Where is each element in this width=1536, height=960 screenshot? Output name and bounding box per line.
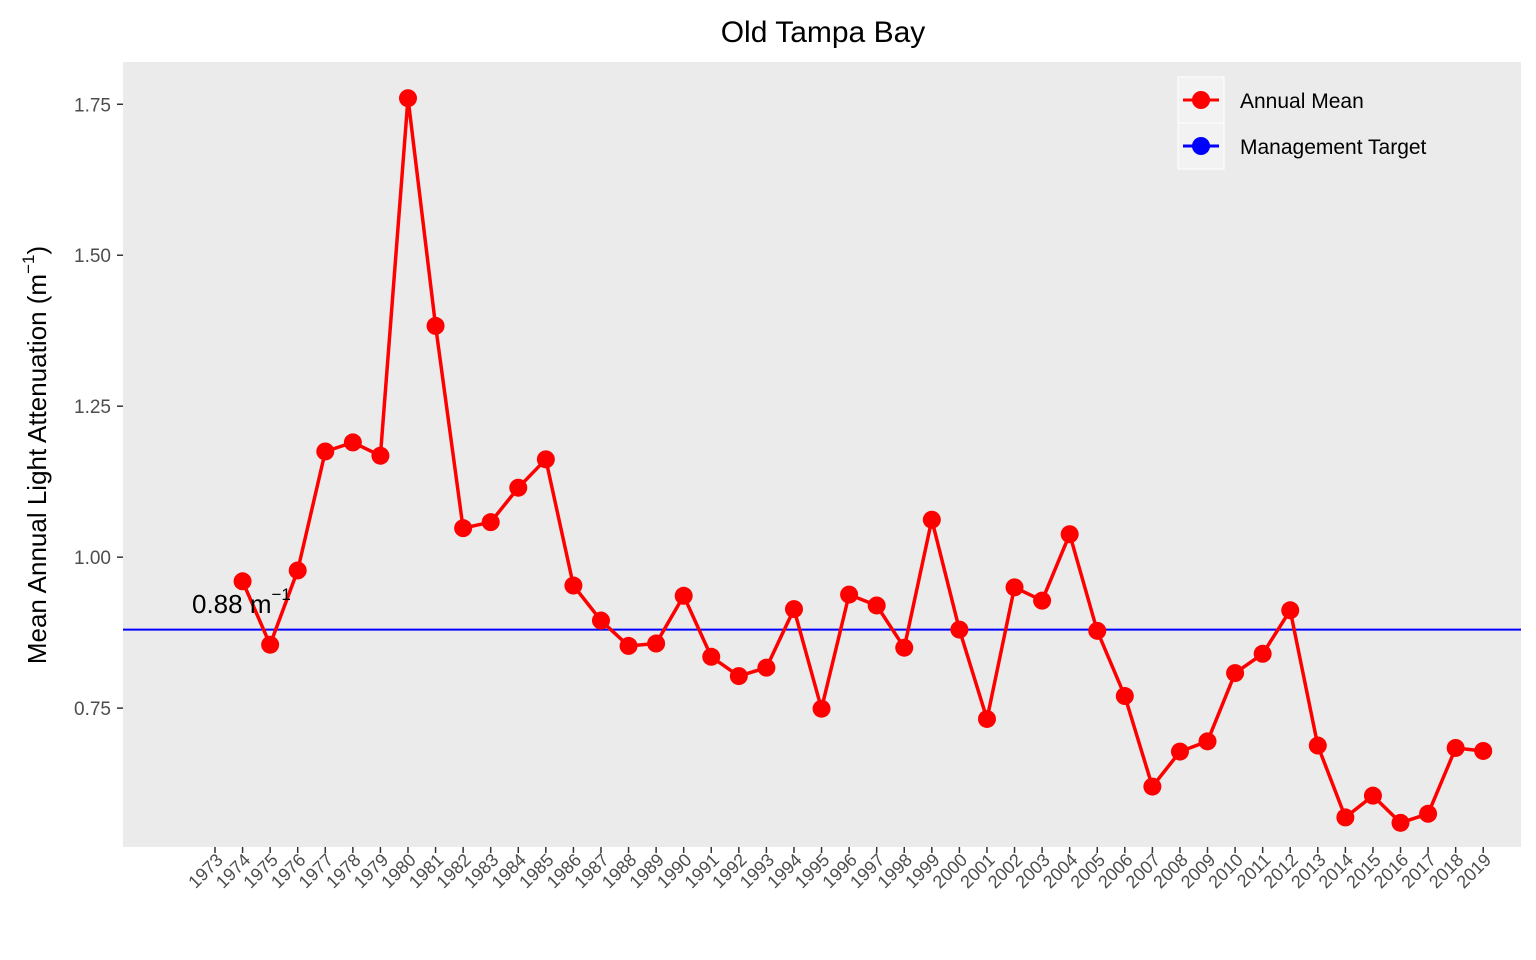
annual-mean-point	[674, 586, 693, 605]
legend-label-annual-mean: Annual Mean	[1240, 90, 1364, 113]
annual-mean-point	[1308, 736, 1327, 755]
annual-mean-point	[867, 596, 886, 615]
annual-mean-point	[564, 576, 583, 595]
annual-mean-point	[1446, 738, 1465, 757]
annual-mean-point	[288, 561, 307, 580]
annual-mean-point	[1336, 808, 1355, 827]
annual-mean-point	[454, 519, 473, 538]
y-axis-label: Mean Annual Light Attenuation (m−1)	[19, 246, 52, 664]
annual-mean-point	[784, 600, 803, 619]
annual-mean-point	[481, 513, 500, 532]
annual-mean-point	[1115, 687, 1134, 706]
annual-mean-point	[840, 585, 859, 604]
annual-mean-point	[895, 638, 914, 657]
annual-mean-point	[1363, 786, 1382, 805]
annual-mean-point	[1088, 621, 1107, 640]
annual-mean-point	[1005, 578, 1024, 597]
y-axis-label-superscript: −1	[19, 255, 38, 274]
target-annotation: 0.88 m−1	[192, 585, 291, 619]
annual-mean-point	[1253, 644, 1272, 663]
x-axis: 1973197419751976197719781979198019811982…	[184, 847, 1495, 892]
annual-mean-point	[371, 446, 390, 465]
legend-marker-annual-mean	[1192, 91, 1210, 109]
annual-mean-point	[647, 634, 666, 653]
annual-mean-point	[757, 658, 776, 677]
annual-mean-point	[536, 450, 555, 469]
annual-mean-point	[1060, 525, 1079, 544]
y-tick-label: 0.75	[74, 699, 111, 720]
annual-mean-point	[950, 620, 969, 639]
annual-mean-point	[1226, 664, 1245, 683]
annual-mean-point	[702, 647, 721, 666]
annual-mean-point	[922, 510, 941, 529]
annual-mean-point	[1170, 742, 1189, 761]
annual-mean-point	[426, 316, 445, 335]
annual-mean-series	[233, 89, 1493, 832]
legend: Annual Mean Management Target	[1177, 76, 1427, 170]
legend-marker-management-target	[1192, 137, 1210, 155]
annual-mean-point	[398, 89, 417, 108]
annual-mean-point	[619, 636, 638, 655]
annual-mean-point	[1391, 813, 1410, 832]
chart-title: Old Tampa Bay	[721, 16, 926, 49]
target-annotation-superscript: −1	[272, 585, 291, 604]
annual-mean-point	[1474, 741, 1493, 760]
y-axis-label-text: Mean Annual Light Attenuation (m	[22, 274, 52, 664]
annual-mean-point	[343, 433, 362, 452]
annual-mean-point	[1033, 591, 1052, 610]
annual-mean-point	[509, 478, 528, 497]
y-tick-label: 1.50	[74, 246, 111, 267]
annual-mean-point	[977, 709, 996, 728]
annual-mean-point	[729, 667, 748, 686]
annual-mean-point	[591, 611, 610, 630]
y-tick-label: 1.75	[74, 95, 111, 116]
legend-label-management-target: Management Target	[1240, 136, 1427, 159]
annual-mean-point	[261, 635, 280, 654]
target-annotation-text: 0.88 m	[192, 589, 272, 619]
y-axis-label-close: )	[22, 246, 52, 255]
annual-mean-point	[812, 699, 831, 718]
y-axis: 0.75 1.00 1.25 1.50 1.75	[74, 95, 123, 720]
annual-mean-point	[1281, 601, 1300, 620]
annual-mean-point	[1143, 777, 1162, 796]
annual-mean-point	[316, 442, 335, 461]
annual-mean-point	[1419, 804, 1438, 823]
annual-mean-point	[233, 572, 252, 591]
y-tick-label: 1.00	[74, 548, 111, 569]
annual-mean-line	[240, 96, 1484, 825]
y-tick-label: 1.25	[74, 397, 111, 418]
annual-mean-point	[1198, 732, 1217, 751]
